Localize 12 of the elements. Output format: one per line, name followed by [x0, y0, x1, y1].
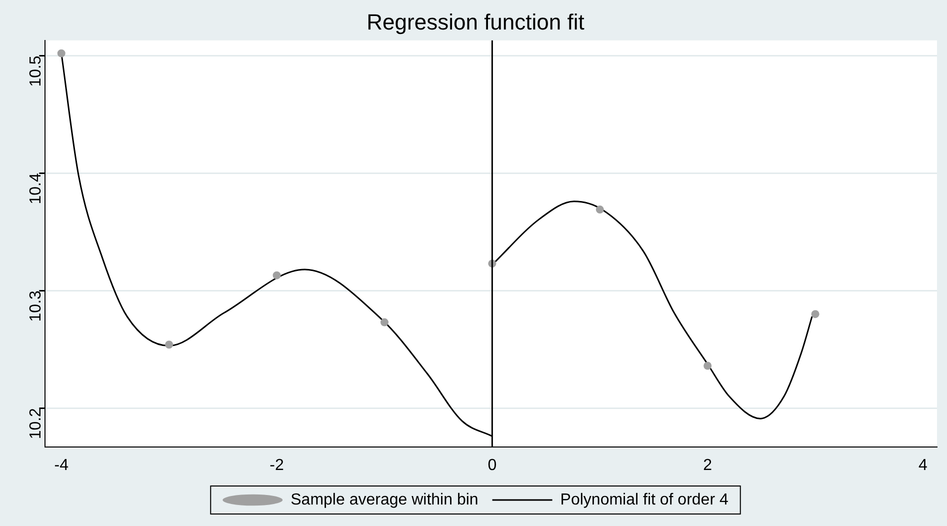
x-tick-label: 4 — [918, 456, 928, 474]
y-tick-label: 10.2 — [28, 408, 45, 440]
y-tick-label: 10.3 — [28, 290, 45, 322]
x-tick-label: -4 — [54, 456, 69, 474]
chart-title: Regression function fit — [366, 9, 584, 34]
x-tick-label: 2 — [703, 456, 712, 474]
x-tick-label: 0 — [488, 456, 497, 474]
y-tick-label: 10.4 — [28, 173, 45, 204]
y-tick-label: 10.5 — [28, 56, 45, 87]
legend-label: Polynomial fit of order 4 — [560, 491, 728, 508]
legend-label: Sample average within bin — [290, 491, 478, 508]
x-tick-label: -2 — [270, 456, 284, 474]
